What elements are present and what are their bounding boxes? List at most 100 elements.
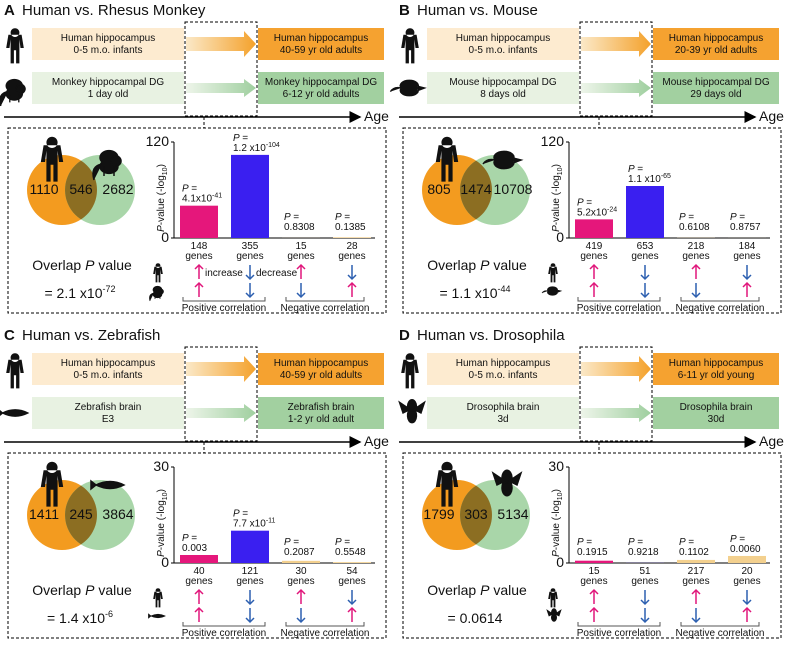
venn-count-part: 10708 xyxy=(494,181,533,197)
bar xyxy=(677,559,715,563)
age-label-part: Age xyxy=(364,433,389,449)
stage-text-part: Monkey hippocampal DG xyxy=(52,77,164,88)
overlap-title-part: P xyxy=(85,582,95,598)
stage-text-part: 6-11 yr old young xyxy=(678,370,755,381)
venn-count: 1110 xyxy=(29,181,58,197)
y-tick-label: 30 xyxy=(548,458,564,474)
y-tick-label-part: 30 xyxy=(153,458,169,474)
p-label-part: P = xyxy=(577,197,592,208)
dashed-frame xyxy=(579,21,653,117)
genes-word: genes xyxy=(338,251,365,262)
p-label-part: -41 xyxy=(212,193,222,200)
genes-word-part: genes xyxy=(682,576,709,587)
species-icon xyxy=(398,399,426,424)
genes-word: genes xyxy=(287,251,314,262)
human-icon xyxy=(435,461,459,507)
genes-word: genes xyxy=(236,251,263,262)
p-label: P = xyxy=(577,197,592,208)
correlation-label: Positive correlation xyxy=(577,628,661,639)
gene-count-part: 121 xyxy=(242,566,259,577)
bar xyxy=(575,560,613,563)
p-label: 0.9218 xyxy=(628,547,659,558)
genes-word-part: genes xyxy=(733,251,760,262)
age-label: Age xyxy=(759,433,784,449)
y-axis-label: P-value (-log10) xyxy=(156,164,169,232)
overlap-p: = 0.0614 xyxy=(448,610,503,626)
venn-count: 10708 xyxy=(494,181,533,197)
p-label: 5.2x10-24 xyxy=(577,206,617,218)
y-tick-label: 120 xyxy=(146,133,170,149)
overlap-p: = 1.1 x10-44 xyxy=(439,284,510,301)
direction-arrow-head xyxy=(245,274,255,281)
genes-word: genes xyxy=(733,251,760,262)
p-label: 1.2 x10-104 xyxy=(233,142,280,154)
p-label: 0.6108 xyxy=(679,222,710,233)
overlap-title-part: value xyxy=(489,257,527,273)
dashed-frame xyxy=(402,452,782,639)
p-label-part: P = xyxy=(284,537,299,548)
y-axis-label-part: 10 xyxy=(162,167,169,175)
p-label: P = xyxy=(730,212,745,223)
stage-text: Mouse hippocampal DG xyxy=(662,77,769,88)
gene-count: 121 xyxy=(242,566,259,577)
bracket xyxy=(680,622,760,627)
gene-count: 15 xyxy=(588,566,600,577)
direction-arrow-head xyxy=(347,599,357,606)
venn-overlap xyxy=(460,155,492,225)
p-label: P = xyxy=(335,212,350,223)
stage-text: Human hippocampus xyxy=(669,358,764,369)
stage-box xyxy=(653,397,779,429)
genes-word-part: genes xyxy=(185,251,212,262)
stage-text: 29 days old xyxy=(690,89,741,100)
age-arrow-orange xyxy=(186,356,256,382)
stage-text: Monkey hippocampal DG xyxy=(52,77,164,88)
p-label-part: 0.003 xyxy=(182,543,207,554)
p-label: P = xyxy=(628,537,643,548)
genes-word-part: genes xyxy=(631,251,658,262)
gene-count-part: 51 xyxy=(639,566,651,577)
overlap-title-part: value xyxy=(94,582,132,598)
p-label-part: 0.1102 xyxy=(679,547,709,558)
p-label-part: P = xyxy=(628,537,643,548)
p-label-part: 5.2x10 xyxy=(577,207,607,218)
p-label-part: -11 xyxy=(266,518,276,525)
bracket xyxy=(577,297,661,302)
stage-text: E3 xyxy=(102,414,115,425)
genes-word-part: genes xyxy=(338,251,365,262)
y-tick-label: 30 xyxy=(153,458,169,474)
dashed-frame xyxy=(184,346,258,442)
stage-text-part: Human hippocampus xyxy=(61,33,156,44)
direction-arrow-head xyxy=(589,281,599,288)
panel-title-part: Human vs. Rhesus Monkey xyxy=(22,2,206,19)
venn-count-part: 1411 xyxy=(29,506,59,522)
bar xyxy=(180,555,218,563)
stage-box xyxy=(258,353,384,385)
correlation-label: Positive correlation xyxy=(182,628,266,639)
genes-word: genes xyxy=(682,251,709,262)
species-icon xyxy=(92,149,122,181)
genes-word-part: genes xyxy=(733,576,760,587)
y-tick-label-part: 0 xyxy=(161,554,169,570)
stage-box xyxy=(427,397,579,429)
stage-box xyxy=(32,397,184,429)
p-label-part: 1.1 x10 xyxy=(628,174,661,185)
panel-letter: A xyxy=(4,2,15,19)
stage-text: 0-5 m.o. infants xyxy=(469,45,538,56)
correlation-label-part: Positive correlation xyxy=(577,303,661,314)
species-icon xyxy=(90,479,126,491)
bracket xyxy=(182,622,266,627)
stage-text: Human hippocampus xyxy=(274,33,369,44)
y-tick-label: 0 xyxy=(556,229,564,245)
human-icon xyxy=(401,353,419,389)
direction-arrow-head xyxy=(245,617,255,624)
gene-count-part: 217 xyxy=(688,566,705,577)
dashed-frame xyxy=(579,346,653,442)
stage-text: 40-59 yr old adults xyxy=(280,45,362,56)
species-icon xyxy=(0,409,30,417)
stage-text: Mouse hippocampal DG xyxy=(449,77,556,88)
stage-text-part: Drosophila brain xyxy=(680,402,753,413)
stage-text: Zebrafish brain xyxy=(288,402,355,413)
decrease-note-part: decrease xyxy=(256,268,298,279)
y-axis-label-part: 10 xyxy=(557,167,564,175)
stage-text-part: 40-59 yr old adults xyxy=(280,370,362,381)
